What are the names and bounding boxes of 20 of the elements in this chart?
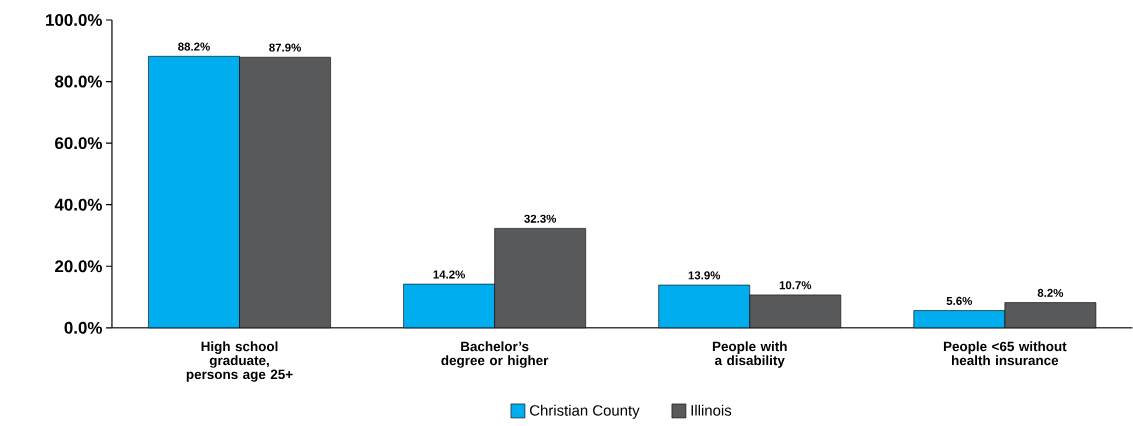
- y-tick-label: 100.0%: [46, 14, 102, 27]
- data-label: 88.2%: [178, 42, 210, 51]
- y-tick-label: 80.0%: [54, 75, 102, 88]
- data-label: 13.9%: [688, 271, 721, 280]
- y-tick-label: 20.0%: [55, 260, 102, 273]
- y-tick-label: 40.0%: [54, 198, 102, 211]
- legend-label: Illinois: [691, 404, 732, 416]
- x-tick-label: People with a disability: [712, 341, 787, 368]
- x-tick-label: High school graduate, persons age 25+: [186, 341, 293, 382]
- legend-label: Christian County: [530, 404, 640, 419]
- y-tick-label: 60.0%: [55, 137, 102, 150]
- data-label: 8.2%: [1037, 288, 1064, 298]
- data-label: 32.3%: [524, 214, 557, 223]
- y-tick-label: 0.0%: [64, 321, 102, 334]
- data-label: 5.6%: [946, 296, 973, 306]
- data-label: 14.2%: [433, 270, 466, 279]
- data-label: 87.9%: [269, 43, 301, 52]
- data-label: 10.7%: [779, 281, 812, 290]
- x-tick-label: Bachelor’s degree or higher: [441, 341, 549, 368]
- x-tick-label: People <65 without health insurance: [943, 341, 1067, 366]
